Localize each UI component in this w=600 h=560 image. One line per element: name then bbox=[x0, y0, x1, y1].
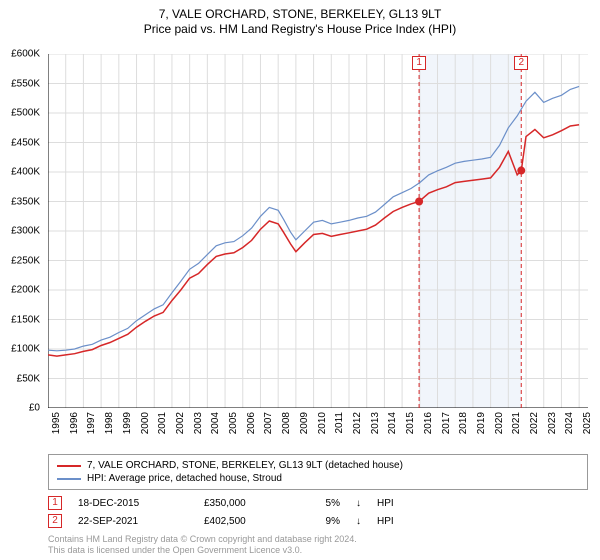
x-tick-label: 2012 bbox=[352, 412, 363, 434]
y-axis-labels: £0£50K£100K£150K£200K£250K£300K£350K£400… bbox=[0, 54, 44, 408]
sale-marker-2: 2 bbox=[514, 56, 528, 70]
x-tick-label: 2023 bbox=[547, 412, 558, 434]
x-tick-label: 2010 bbox=[317, 412, 328, 434]
x-tick-label: 2014 bbox=[387, 412, 398, 434]
x-tick-label: 2021 bbox=[511, 412, 522, 434]
down-arrow-icon: ↓ bbox=[356, 498, 361, 509]
chart-plot-area bbox=[48, 54, 588, 408]
x-tick-label: 1999 bbox=[122, 412, 133, 434]
x-tick-label: 2020 bbox=[494, 412, 505, 434]
chart-subtitle: Price paid vs. HM Land Registry's House … bbox=[0, 22, 600, 36]
x-tick-label: 2006 bbox=[246, 412, 257, 434]
x-tick-label: 2001 bbox=[157, 412, 168, 434]
y-tick-label: £150K bbox=[11, 314, 40, 325]
x-tick-label: 2025 bbox=[582, 412, 593, 434]
sale-pct: 9% bbox=[300, 516, 340, 527]
x-tick-label: 1996 bbox=[69, 412, 80, 434]
y-tick-label: £0 bbox=[29, 403, 40, 414]
x-tick-label: 1997 bbox=[86, 412, 97, 434]
sale-row: 2 22-SEP-2021 £402,500 9% ↓ HPI bbox=[48, 512, 588, 530]
sale-row: 1 18-DEC-2015 £350,000 5% ↓ HPI bbox=[48, 494, 588, 512]
x-tick-label: 2009 bbox=[299, 412, 310, 434]
y-tick-label: £500K bbox=[11, 108, 40, 119]
sale-row-marker: 2 bbox=[48, 514, 62, 528]
chart-svg bbox=[48, 54, 588, 408]
x-tick-label: 2024 bbox=[564, 412, 575, 434]
sale-date: 18-DEC-2015 bbox=[78, 498, 188, 509]
attribution-line2: This data is licensed under the Open Gov… bbox=[48, 545, 588, 556]
legend: 7, VALE ORCHARD, STONE, BERKELEY, GL13 9… bbox=[48, 454, 588, 490]
x-tick-label: 2000 bbox=[140, 412, 151, 434]
x-tick-label: 2011 bbox=[334, 412, 345, 434]
y-tick-label: £600K bbox=[11, 49, 40, 60]
y-tick-label: £250K bbox=[11, 255, 40, 266]
legend-row: 7, VALE ORCHARD, STONE, BERKELEY, GL13 9… bbox=[57, 459, 579, 472]
x-tick-label: 2002 bbox=[175, 412, 186, 434]
attribution: Contains HM Land Registry data © Crown c… bbox=[48, 534, 588, 556]
y-tick-label: £50K bbox=[17, 373, 40, 384]
y-tick-label: £450K bbox=[11, 137, 40, 148]
legend-swatch bbox=[57, 465, 81, 467]
sale-price: £350,000 bbox=[204, 498, 284, 509]
sale-row-marker: 1 bbox=[48, 496, 62, 510]
x-axis-labels: 1995 1996 1997 1998 1999 2000 2001 2002 2003 2004… bbox=[48, 410, 588, 450]
sale-price: £402,500 bbox=[204, 516, 284, 527]
y-tick-label: £300K bbox=[11, 226, 40, 237]
legend-row: HPI: Average price, detached house, Stro… bbox=[57, 472, 579, 485]
x-tick-label: 2022 bbox=[529, 412, 540, 434]
x-tick-label: 1998 bbox=[104, 412, 115, 434]
legend-label: 7, VALE ORCHARD, STONE, BERKELEY, GL13 9… bbox=[87, 460, 403, 471]
chart-title: 7, VALE ORCHARD, STONE, BERKELEY, GL13 9… bbox=[0, 0, 600, 22]
x-tick-label: 1995 bbox=[51, 412, 62, 434]
sales-table: 1 18-DEC-2015 £350,000 5% ↓ HPI 2 22-SEP-2021 £4… bbox=[48, 494, 588, 530]
x-tick-label: 2017 bbox=[441, 412, 452, 434]
x-tick-label: 2013 bbox=[370, 412, 381, 434]
down-arrow-icon: ↓ bbox=[356, 516, 361, 527]
x-tick-label: 2019 bbox=[476, 412, 487, 434]
y-tick-label: £350K bbox=[11, 196, 40, 207]
y-tick-label: £400K bbox=[11, 167, 40, 178]
y-tick-label: £550K bbox=[11, 78, 40, 89]
y-tick-label: £200K bbox=[11, 285, 40, 296]
sale-vs-label: HPI bbox=[377, 516, 394, 527]
x-tick-label: 2003 bbox=[193, 412, 204, 434]
x-tick-label: 2015 bbox=[405, 412, 416, 434]
x-tick-label: 2018 bbox=[458, 412, 469, 434]
x-tick-label: 2005 bbox=[228, 412, 239, 434]
x-tick-label: 2016 bbox=[423, 412, 434, 434]
sale-pct: 5% bbox=[300, 498, 340, 509]
sale-vs-label: HPI bbox=[377, 498, 394, 509]
x-tick-label: 2004 bbox=[210, 412, 221, 434]
legend-label: HPI: Average price, detached house, Stro… bbox=[87, 473, 282, 484]
legend-swatch bbox=[57, 478, 81, 480]
sale-date: 22-SEP-2021 bbox=[78, 516, 188, 527]
y-tick-label: £100K bbox=[11, 344, 40, 355]
x-tick-label: 2007 bbox=[263, 412, 274, 434]
sale-marker-1: 1 bbox=[412, 56, 426, 70]
x-tick-label: 2008 bbox=[281, 412, 292, 434]
attribution-line1: Contains HM Land Registry data © Crown c… bbox=[48, 534, 588, 545]
